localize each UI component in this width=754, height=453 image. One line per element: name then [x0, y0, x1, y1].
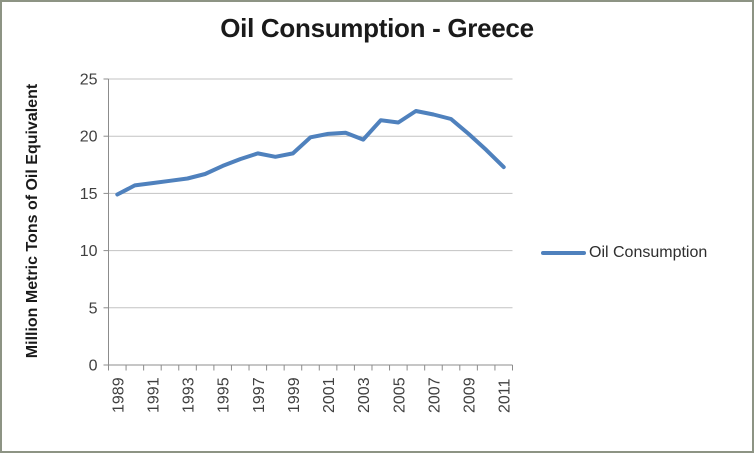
x-tick-label: 2011 [497, 378, 514, 413]
x-tick-label: 2005 [391, 377, 408, 413]
legend-line-swatch [541, 251, 586, 255]
x-tick-label: 1995 [216, 377, 233, 413]
x-tick-label: 1993 [181, 377, 198, 413]
x-tick-label: 1999 [286, 377, 303, 413]
y-tick-label: 5 [89, 300, 98, 317]
chart-title: Oil Consumption - Greece [220, 13, 534, 43]
legend-item-label: Oil Consumption [589, 244, 708, 261]
x-tick-label: 1991 [145, 377, 162, 413]
x-tick-label: 2003 [356, 377, 373, 413]
legend: Oil Consumption [541, 242, 707, 264]
x-tick-label: 2009 [462, 377, 479, 413]
x-tick-label: 2007 [427, 377, 444, 413]
y-tick-label: 0 [89, 358, 98, 375]
y-tick-label: 20 [80, 129, 98, 146]
y-tick-label: 25 [80, 72, 98, 89]
x-tick-label: 1997 [251, 377, 268, 413]
x-tick-label: 2001 [321, 377, 338, 413]
oil-consumption-line [115, 109, 506, 197]
y-tick-label: 10 [80, 243, 98, 260]
y-tick-label: 15 [80, 186, 98, 203]
y-axis-title: Million Metric Tons of Oil Equivalent [24, 83, 41, 359]
x-tick-label: 1989 [110, 377, 127, 413]
